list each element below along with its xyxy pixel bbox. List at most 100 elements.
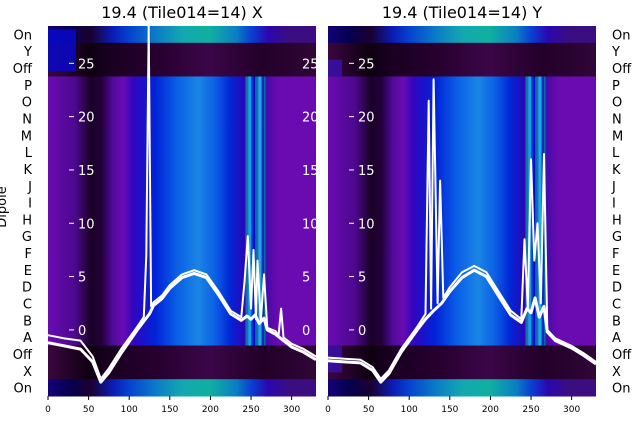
row-label: I (612, 197, 616, 212)
heatmap-patch (48, 29, 76, 72)
row-label: N (612, 113, 622, 128)
row-label: K (23, 163, 32, 178)
heatmap-row-17 (48, 311, 316, 330)
heatmap-row-16 (328, 295, 596, 313)
heatmap-row-2 (48, 59, 316, 77)
overlay-ytick-label-right: 20 (302, 111, 319, 126)
row-label: M (21, 129, 32, 144)
row-label: Y (611, 45, 620, 60)
heatmap-patch (328, 59, 342, 77)
overlay-ytick-label: 5 (358, 271, 366, 286)
x-tick-label: 200 (482, 405, 499, 415)
heatmap-row-21 (328, 379, 596, 397)
heatmap-row-17 (328, 311, 596, 330)
row-label: C (23, 298, 32, 313)
heatmap-stripe (264, 76, 266, 346)
overlay-ytick-label: 10 (78, 217, 95, 232)
heatmap-row-6 (48, 126, 316, 145)
heatmap-row-1 (48, 42, 316, 61)
x-tick-label: 250 (522, 405, 539, 415)
heatmap-row-5 (328, 110, 596, 128)
row-label: E (24, 264, 32, 279)
overlay-ytick-label: 5 (78, 271, 86, 286)
row-label: J (611, 180, 616, 195)
row-label: A (23, 331, 32, 346)
row-label: P (612, 79, 620, 94)
x-tick-label: 100 (121, 405, 138, 415)
series-line-2 (327, 268, 597, 384)
overlay-ytick-label-right: 15 (302, 164, 319, 179)
row-label: C (612, 298, 621, 313)
row-label: D (22, 281, 32, 296)
chart-title: 19.4 (Tile014=14) X (101, 3, 263, 22)
heatmap-row-3 (328, 76, 596, 94)
x-tick-label: 150 (441, 405, 458, 415)
x-tick-label: 300 (563, 405, 580, 415)
heatmap-stripe (535, 76, 537, 346)
heatmap-row-1 (328, 42, 596, 61)
heatmap-row-5 (48, 110, 316, 128)
heatmap-row-13 (328, 244, 596, 262)
heatmap-stripe (525, 76, 527, 346)
heatmap-row-4 (328, 93, 596, 111)
heatmap-row-7 (328, 143, 596, 162)
row-label: M (612, 129, 623, 144)
series-line-1 (327, 78, 597, 380)
overlay-ytick-label-right: 0 (302, 324, 310, 339)
row-label: B (23, 314, 32, 329)
overlay-ytick-label: 15 (78, 164, 95, 179)
overlay-ytick-label: 20 (78, 111, 95, 126)
heatmap-row-8 (328, 160, 596, 178)
row-label: F (612, 247, 619, 262)
row-label: D (612, 281, 622, 296)
heatmap-row-19 (48, 345, 316, 363)
heatmap-row-0 (48, 26, 316, 44)
x-tick-label: 150 (161, 405, 178, 415)
overlay-ytick-label: 25 (358, 57, 375, 72)
chart-title: 19.4 (Tile014=14) Y (382, 3, 543, 22)
row-label: O (22, 96, 32, 111)
overlay-ytick-label-right: 5 (302, 271, 310, 286)
heatmap-row-4 (48, 93, 316, 111)
row-label: X (612, 365, 621, 380)
row-label: H (612, 213, 622, 228)
x-tick-label: 100 (401, 405, 418, 415)
row-label: F (25, 247, 32, 262)
heatmap-stripe (539, 76, 542, 346)
row-label: I (28, 197, 32, 212)
heatmap-row-18 (48, 328, 316, 347)
x-tick-label: 200 (202, 405, 219, 415)
row-label: N (22, 113, 32, 128)
row-label: On (14, 382, 32, 397)
heatmap-stripe (255, 76, 257, 346)
row-label: K (612, 163, 621, 178)
row-label: P (24, 79, 32, 94)
row-label: Off (13, 62, 33, 77)
heatmap-row-18 (328, 328, 596, 347)
heatmap-row-8 (48, 160, 316, 178)
heatmap-row-0 (328, 26, 596, 44)
row-label: Y (23, 45, 32, 60)
y-axis-label: Dipole (0, 186, 10, 227)
heatmap-row-10 (48, 194, 316, 212)
heatmap-row-15 (328, 278, 596, 296)
heatmap-row-15 (48, 278, 316, 296)
row-label: A (612, 331, 621, 346)
row-label: Off (612, 62, 632, 77)
x-tick-label: 0 (325, 405, 331, 415)
series-line-1 (47, 25, 317, 380)
row-label: J (27, 180, 32, 195)
x-tick-label: 50 (363, 405, 375, 415)
overlay-ytick-label: 15 (358, 164, 375, 179)
x-tick-label: 50 (83, 405, 95, 415)
overlay-ytick-label: 0 (358, 324, 366, 339)
x-tick-label: 300 (283, 405, 300, 415)
row-label: X (23, 365, 32, 380)
heatmap-row-9 (48, 177, 316, 195)
heatmap-row-9 (328, 177, 596, 195)
heatmap-row-10 (328, 194, 596, 212)
row-label: On (612, 382, 630, 397)
heatmap-row-19 (328, 345, 596, 363)
heatmap-row-20 (48, 362, 316, 380)
